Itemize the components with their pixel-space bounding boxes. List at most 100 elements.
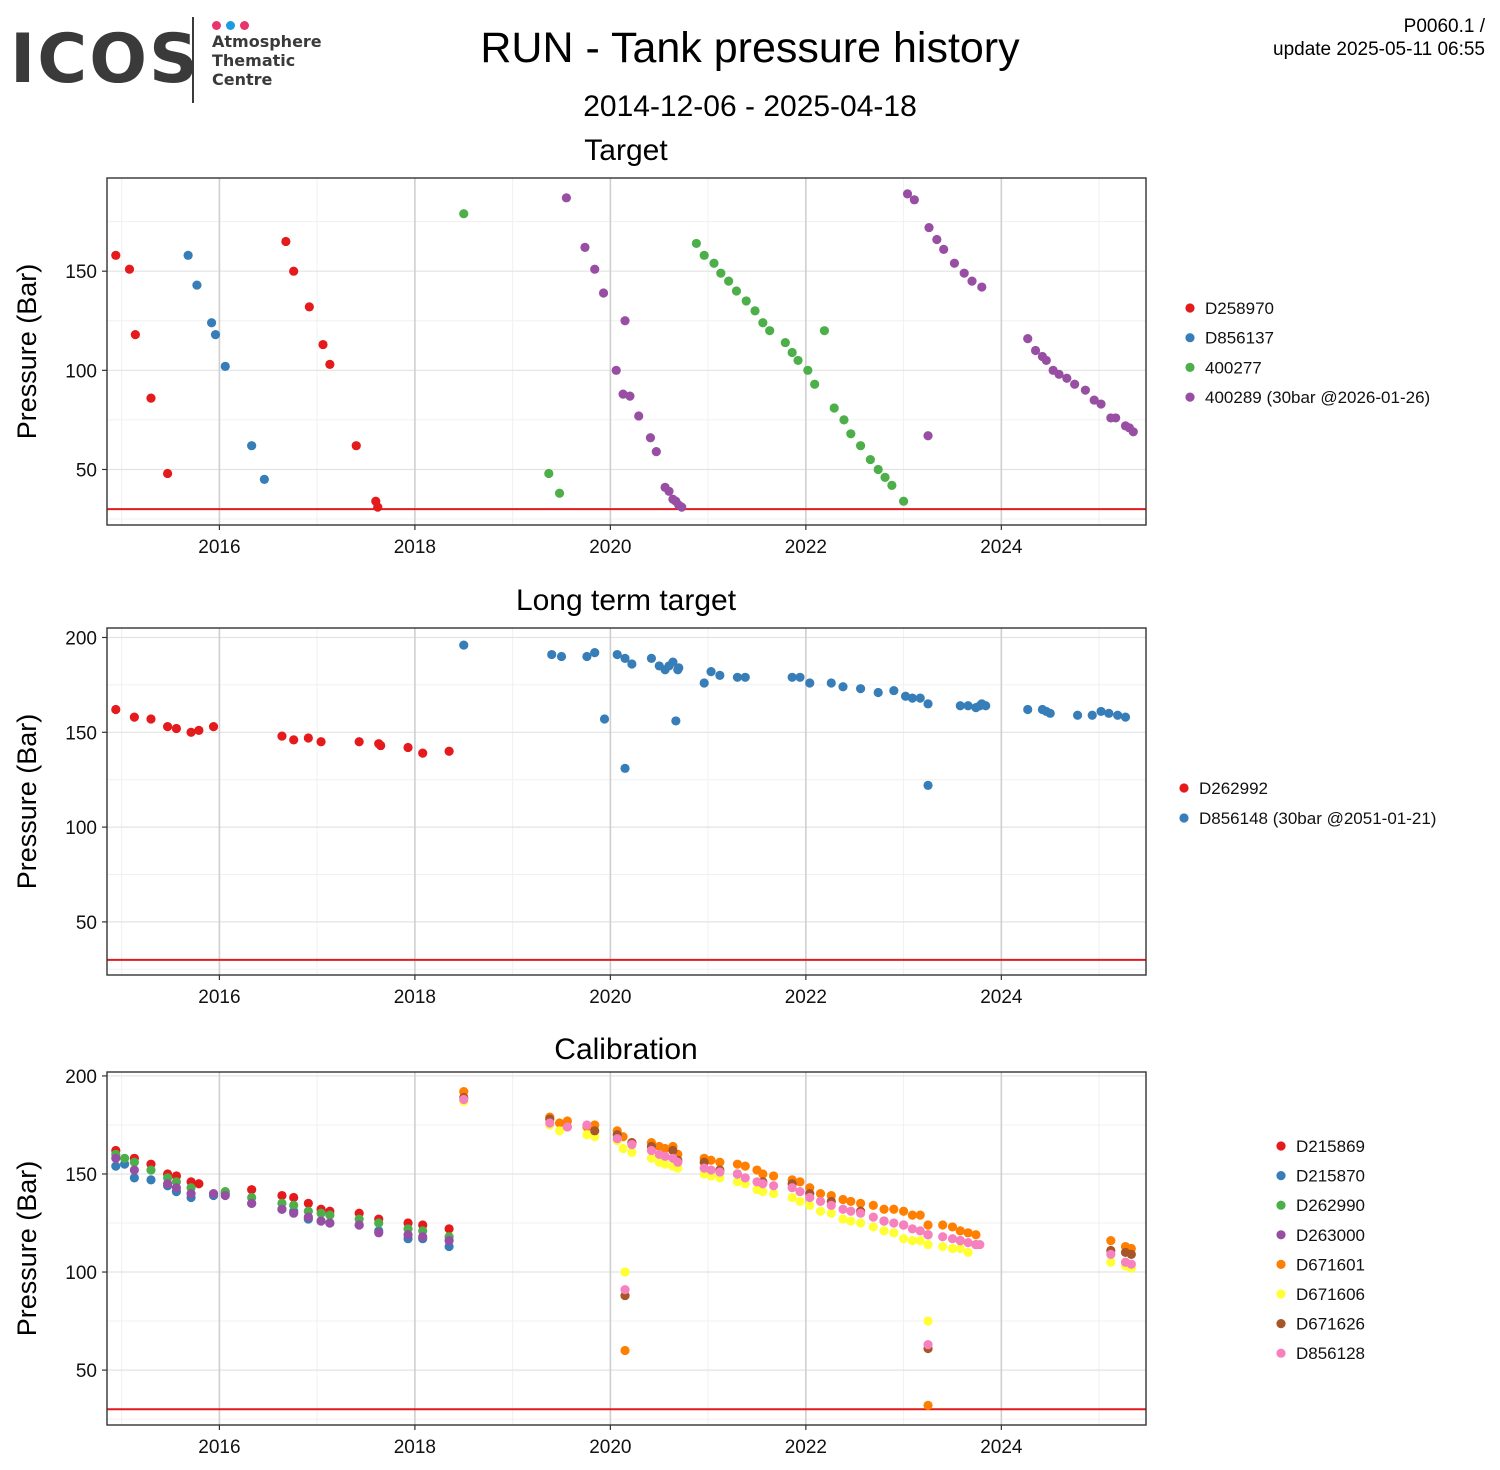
series-group — [111, 236, 383, 512]
data-point — [582, 651, 592, 662]
legend-key — [1276, 1141, 1286, 1151]
data-point — [715, 1167, 725, 1177]
data-point — [889, 1228, 899, 1238]
data-point — [724, 276, 734, 286]
legend-key — [1276, 1348, 1286, 1358]
data-point — [758, 318, 768, 328]
data-point — [939, 244, 949, 254]
data-point — [787, 1192, 797, 1203]
data-point — [316, 1216, 326, 1226]
data-point — [889, 1218, 899, 1228]
data-point — [769, 1171, 779, 1181]
page-title: RUN - Tank pressure history — [480, 24, 1020, 72]
chart-panel: 2016 2018 2020 2022 2024 50 100 150 200 Calibrati… — [12, 1033, 1365, 1458]
data-point — [376, 740, 386, 751]
data-point — [277, 1190, 287, 1201]
data-point — [671, 716, 681, 726]
data-point — [815, 1206, 826, 1216]
series-group — [561, 189, 1138, 512]
data-point — [1106, 1257, 1116, 1267]
x-tick-label: 2024 — [980, 1437, 1023, 1458]
data-point — [787, 672, 797, 682]
data-point — [787, 1183, 797, 1193]
chart-panel: 2016 2018 2020 2022 2024 50 100 150 Target Pressu… — [12, 134, 1430, 558]
chart-title: Long term target — [516, 584, 737, 617]
update-timestamp: update 2025-05-11 06:55 — [1273, 39, 1485, 60]
data-point — [1080, 385, 1090, 395]
data-point — [855, 684, 866, 694]
data-point — [1120, 712, 1131, 722]
data-point — [627, 659, 637, 669]
data-point — [129, 1173, 139, 1183]
data-point — [769, 1188, 779, 1199]
data-point — [561, 193, 571, 203]
data-point — [1070, 379, 1080, 389]
data-point — [709, 258, 719, 268]
legend-key — [1276, 1200, 1286, 1210]
data-point — [289, 735, 299, 745]
x-tick-label: 2020 — [589, 1437, 631, 1458]
legend-label: D215869 — [1296, 1137, 1365, 1156]
legend-key — [1276, 1171, 1286, 1181]
data-point — [562, 1122, 572, 1132]
data-point — [146, 393, 156, 403]
data-point — [955, 1226, 965, 1236]
data-point — [146, 1165, 156, 1175]
data-point — [1128, 427, 1138, 437]
data-point — [795, 1196, 805, 1207]
data-point — [947, 1243, 958, 1254]
data-point — [660, 1159, 670, 1169]
data-point — [459, 640, 469, 650]
data-point — [259, 474, 269, 484]
data-point — [124, 264, 135, 274]
y-tick-label: 150 — [65, 723, 97, 744]
data-point — [915, 1210, 925, 1220]
data-point — [673, 1157, 683, 1167]
data-point — [354, 1220, 364, 1230]
data-point — [793, 355, 803, 366]
data-point — [706, 667, 716, 677]
data-point — [316, 737, 326, 747]
data-point — [354, 737, 364, 747]
data-point — [765, 326, 775, 336]
data-point — [210, 330, 221, 340]
chart-title: Target — [584, 134, 668, 167]
data-point — [444, 746, 454, 756]
series-group — [459, 1094, 1136, 1350]
data-point — [829, 403, 839, 413]
chart-title: Calibration — [554, 1033, 697, 1066]
data-point — [590, 648, 600, 658]
data-point — [865, 454, 875, 465]
data-point — [163, 468, 173, 479]
data-point — [220, 361, 230, 371]
data-point — [981, 701, 991, 711]
data-point — [887, 480, 897, 490]
data-point — [620, 763, 630, 773]
x-tick-label: 2024 — [980, 987, 1023, 1008]
y-tick-label: 200 — [65, 1067, 97, 1088]
data-point — [646, 1145, 657, 1156]
data-point — [129, 1157, 139, 1167]
data-point — [838, 1214, 848, 1224]
y-tick-label: 50 — [76, 1361, 97, 1382]
data-point — [183, 250, 193, 260]
data-point — [627, 1139, 637, 1150]
plot-background — [107, 178, 1146, 525]
data-point — [838, 1194, 848, 1205]
data-point — [1041, 355, 1051, 366]
data-point — [880, 472, 890, 483]
data-point — [547, 649, 557, 660]
data-point — [1096, 706, 1106, 717]
data-point — [544, 468, 554, 479]
data-point — [855, 1198, 866, 1208]
data-point — [373, 502, 383, 512]
data-point — [554, 488, 565, 498]
legend: D262992 D856148 (30bar @2051-01-21) — [1179, 779, 1436, 828]
legend: D258970 D856137 400277 400289 (30bar @2026-… — [1185, 299, 1430, 407]
y-tick-label: 100 — [65, 361, 97, 382]
data-point — [194, 1179, 204, 1189]
data-point — [923, 1220, 933, 1230]
data-point — [889, 685, 899, 696]
data-point — [805, 678, 815, 688]
y-axis-label: Pressure (Bar) — [12, 264, 42, 440]
